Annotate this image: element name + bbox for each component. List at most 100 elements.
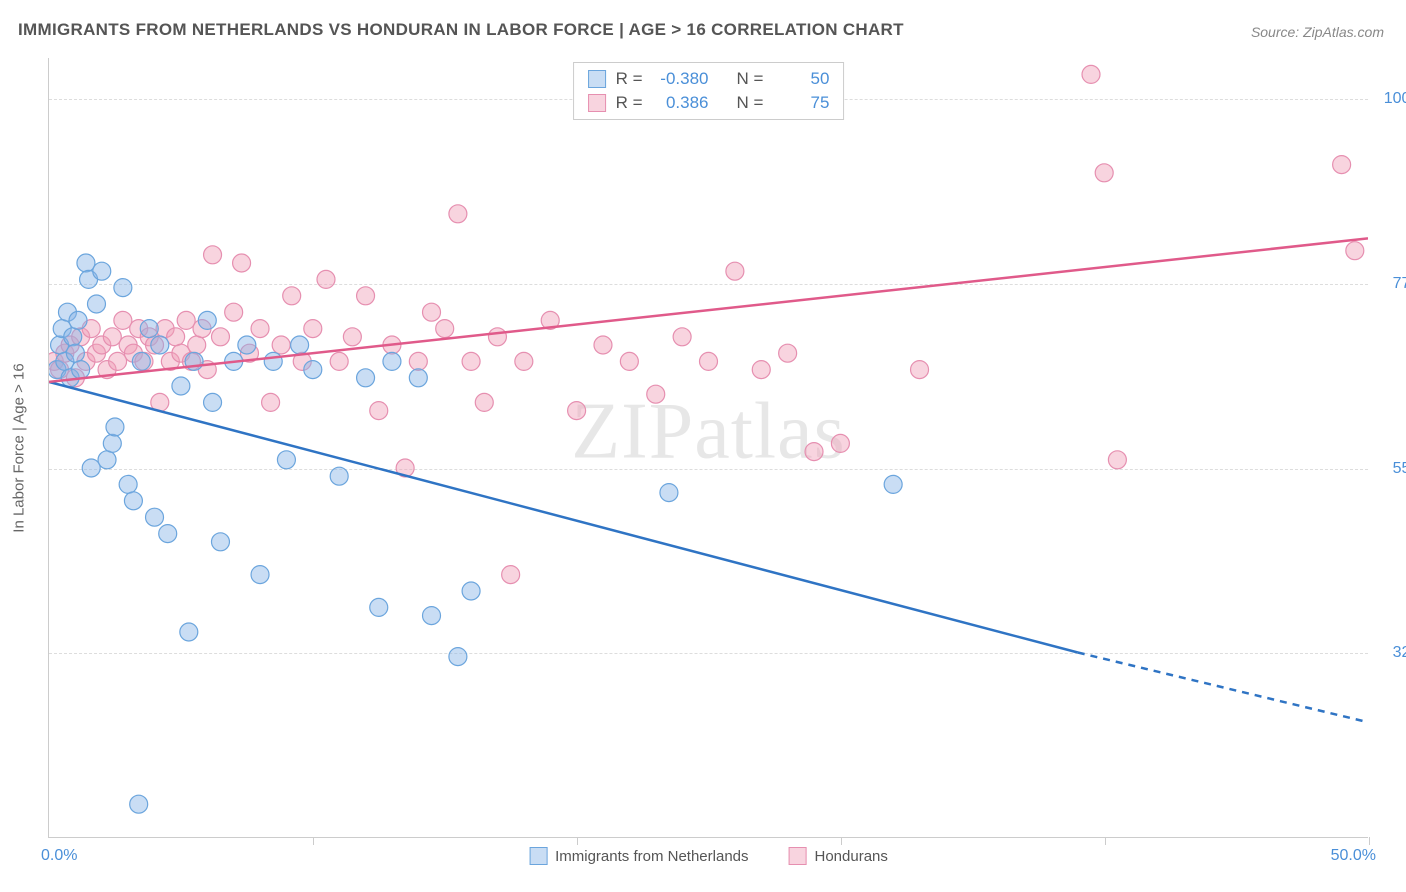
stats-swatch-a <box>588 70 606 88</box>
data-point <box>515 352 533 370</box>
data-point <box>211 533 229 551</box>
data-point <box>779 344 797 362</box>
x-axis-min-label: 0.0% <box>41 847 77 865</box>
legend-label-a: Immigrants from Netherlands <box>555 848 748 865</box>
data-point <box>132 352 150 370</box>
data-point <box>77 254 95 272</box>
data-point <box>911 361 929 379</box>
data-point <box>124 492 142 510</box>
chart-plot-area: In Labor Force | Age > 16 ZIPatlas R = -… <box>48 58 1368 838</box>
data-point <box>172 377 190 395</box>
data-point <box>119 475 137 493</box>
y-tick-label: 32.5% <box>1393 644 1406 662</box>
source-attribution: Source: ZipAtlas.com <box>1251 24 1384 40</box>
data-point <box>594 336 612 354</box>
stats-row-b: R = 0.386 N = 75 <box>588 91 830 115</box>
data-point <box>449 648 467 666</box>
stats-r-b: 0.386 <box>653 93 709 113</box>
y-axis-label: In Labor Force | Age > 16 <box>11 363 28 532</box>
data-point <box>109 352 127 370</box>
stats-swatch-b <box>588 94 606 112</box>
data-point <box>370 402 388 420</box>
x-axis-max-label: 50.0% <box>1331 847 1376 865</box>
data-point <box>114 311 132 329</box>
data-point <box>146 508 164 526</box>
data-point <box>103 434 121 452</box>
stats-r-a: -0.380 <box>653 69 709 89</box>
x-tick <box>841 837 842 845</box>
data-point <box>568 402 586 420</box>
data-point <box>383 352 401 370</box>
data-point <box>330 352 348 370</box>
data-point <box>449 205 467 223</box>
stats-n-a: 50 <box>773 69 829 89</box>
data-point <box>805 443 823 461</box>
data-point <box>114 279 132 297</box>
data-point <box>673 328 691 346</box>
data-point <box>251 566 269 584</box>
y-tick-label: 55.0% <box>1393 460 1406 478</box>
data-point <box>304 361 322 379</box>
data-point <box>409 352 427 370</box>
legend-swatch-a <box>529 847 547 865</box>
stats-n-b: 75 <box>773 93 829 113</box>
data-point <box>87 295 105 313</box>
data-point <box>700 352 718 370</box>
data-point <box>93 262 111 280</box>
data-point <box>831 434 849 452</box>
data-point <box>204 246 222 264</box>
data-point <box>475 393 493 411</box>
data-point <box>204 393 222 411</box>
scatter-svg <box>49 58 1368 837</box>
data-point <box>1346 242 1364 260</box>
data-point <box>330 467 348 485</box>
data-point <box>343 328 361 346</box>
data-point <box>106 418 124 436</box>
data-point <box>233 254 251 272</box>
legend-item-b: Hondurans <box>789 847 888 865</box>
data-point <box>251 320 269 338</box>
data-point <box>1108 451 1126 469</box>
legend-label-b: Hondurans <box>815 848 888 865</box>
data-point <box>660 484 678 502</box>
data-point <box>130 795 148 813</box>
data-point <box>188 336 206 354</box>
x-tick <box>313 837 314 845</box>
data-point <box>69 311 87 329</box>
data-point <box>409 369 427 387</box>
data-point <box>262 393 280 411</box>
data-point <box>884 475 902 493</box>
data-point <box>357 287 375 305</box>
stats-n-label: N = <box>737 93 764 113</box>
data-point <box>752 361 770 379</box>
correlation-stats-box: R = -0.380 N = 50 R = 0.386 N = 75 <box>573 62 845 120</box>
data-point <box>304 320 322 338</box>
data-point <box>436 320 454 338</box>
data-point <box>64 328 82 346</box>
trend-line <box>49 382 1078 653</box>
data-point <box>357 369 375 387</box>
data-point <box>264 352 282 370</box>
data-point <box>1095 164 1113 182</box>
data-point <box>66 344 84 362</box>
legend-swatch-b <box>789 847 807 865</box>
data-point <box>317 270 335 288</box>
data-point <box>151 336 169 354</box>
data-point <box>140 320 158 338</box>
chart-title: IMMIGRANTS FROM NETHERLANDS VS HONDURAN … <box>18 20 904 40</box>
data-point <box>211 328 229 346</box>
data-point <box>272 336 290 354</box>
data-point <box>225 303 243 321</box>
legend-item-a: Immigrants from Netherlands <box>529 847 748 865</box>
data-point <box>103 328 121 346</box>
bottom-legend: Immigrants from Netherlands Hondurans <box>529 847 888 865</box>
data-point <box>159 525 177 543</box>
data-point <box>1333 156 1351 174</box>
data-point <box>462 352 480 370</box>
data-point <box>277 451 295 469</box>
data-point <box>180 623 198 641</box>
data-point <box>502 566 520 584</box>
y-tick-label: 100.0% <box>1384 90 1406 108</box>
data-point <box>98 451 116 469</box>
data-point <box>620 352 638 370</box>
